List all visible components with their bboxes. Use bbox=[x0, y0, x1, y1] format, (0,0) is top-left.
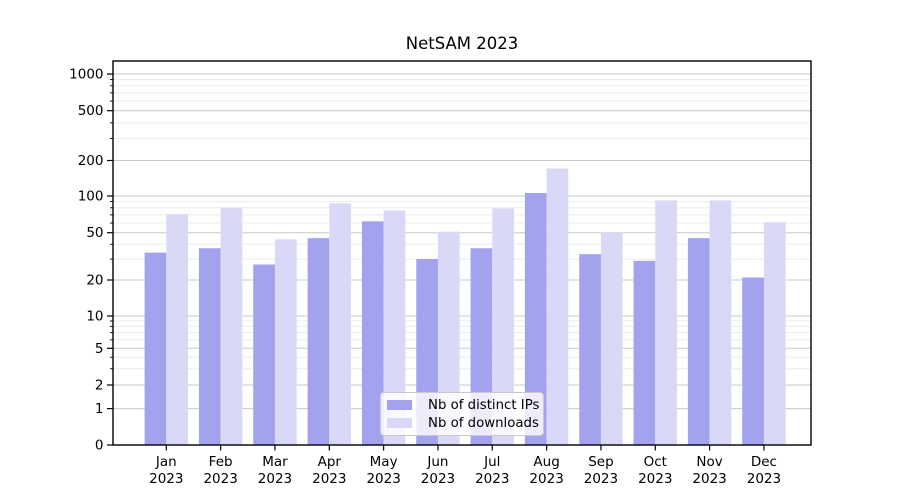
bar-distinct-ips-jan bbox=[144, 252, 167, 445]
bar-downloads-jan bbox=[166, 214, 188, 445]
plot-frame bbox=[112, 60, 812, 446]
bar-downloads-feb bbox=[220, 207, 243, 445]
x-tick-label-month: Jan bbox=[155, 454, 177, 470]
x-tick-label-year: 2023 bbox=[421, 471, 455, 487]
y-tick-label: 10 bbox=[86, 309, 103, 325]
x-tick-label-year: 2023 bbox=[366, 471, 400, 487]
bar-downloads-apr bbox=[329, 203, 351, 445]
legend-swatch-downloads bbox=[387, 418, 412, 428]
x-tick-label-month: Jun bbox=[426, 454, 448, 470]
legend-label-distinct-ips: Nb of distinct IPs bbox=[428, 397, 540, 413]
bar-downloads-dec bbox=[763, 222, 786, 445]
x-tick-label-year: 2023 bbox=[475, 471, 509, 487]
y-tick-label: 100 bbox=[78, 189, 104, 205]
y-tick-label: 5 bbox=[95, 341, 104, 357]
x-tick-label-month: May bbox=[370, 454, 398, 470]
bar-distinct-ips-dec bbox=[742, 277, 764, 445]
chart-title: NetSAM 2023 bbox=[405, 34, 519, 53]
x-tick-label-year: 2023 bbox=[312, 471, 346, 487]
bar-distinct-ips-may bbox=[361, 221, 384, 445]
bar-downloads-sep bbox=[600, 232, 623, 445]
y-tick-label: 50 bbox=[86, 225, 103, 241]
x-tick-label-year: 2023 bbox=[692, 471, 726, 487]
x-tick-label-month: Nov bbox=[696, 454, 722, 470]
bar-downloads-may bbox=[383, 210, 406, 445]
x-tick-label-month: Dec bbox=[751, 454, 777, 470]
bar-downloads-mar bbox=[274, 239, 297, 445]
x-tick-label-year: 2023 bbox=[638, 471, 672, 487]
x-tick-label-month: Feb bbox=[209, 454, 233, 470]
x-tick-label-year: 2023 bbox=[584, 471, 618, 487]
legend-box: Nb of distinct IPs Nb of downloads bbox=[380, 392, 544, 436]
bar-distinct-ips-oct bbox=[633, 260, 656, 445]
legend-item-distinct-ips: Nb of distinct IPs bbox=[387, 396, 540, 414]
x-tick-label-year: 2023 bbox=[203, 471, 237, 487]
x-tick-label-year: 2023 bbox=[529, 471, 563, 487]
legend-item-downloads: Nb of downloads bbox=[387, 414, 539, 432]
x-tick-label-month: Oct bbox=[644, 454, 667, 470]
x-tick-label-year: 2023 bbox=[747, 471, 781, 487]
bar-downloads-oct bbox=[655, 200, 677, 445]
y-tick-label: 2 bbox=[95, 378, 104, 394]
bar-distinct-ips-feb bbox=[198, 248, 221, 445]
y-tick-label: 20 bbox=[86, 273, 103, 289]
x-tick-label-month: Apr bbox=[318, 454, 342, 470]
legend-swatch-distinct-ips bbox=[387, 400, 412, 410]
x-tick-label-year: 2023 bbox=[258, 471, 292, 487]
bar-distinct-ips-nov bbox=[687, 238, 710, 445]
bar-downloads-nov bbox=[709, 200, 732, 445]
bar-distinct-ips-mar bbox=[253, 264, 275, 445]
y-tick-label: 1 bbox=[95, 401, 104, 417]
bar-downloads-aug bbox=[546, 168, 569, 445]
x-tick-label-month: Mar bbox=[262, 454, 288, 470]
y-tick-label: 500 bbox=[78, 103, 104, 119]
legend-label-downloads: Nb of downloads bbox=[428, 415, 539, 431]
y-tick-label: 200 bbox=[78, 153, 104, 169]
bar-distinct-ips-apr bbox=[307, 238, 330, 445]
bar-distinct-ips-aug bbox=[524, 193, 547, 445]
x-tick-label-month: Jul bbox=[483, 454, 500, 470]
x-tick-label-year: 2023 bbox=[149, 471, 183, 487]
y-tick-label: 0 bbox=[95, 438, 104, 454]
x-tick-label-month: Sep bbox=[588, 454, 613, 470]
bar-downloads-jul bbox=[492, 208, 514, 445]
bar-downloads-jun bbox=[437, 231, 460, 445]
y-tick-label: 1000 bbox=[69, 67, 103, 83]
bar-distinct-ips-sep bbox=[579, 254, 601, 445]
x-tick-label-month: Aug bbox=[533, 454, 559, 470]
